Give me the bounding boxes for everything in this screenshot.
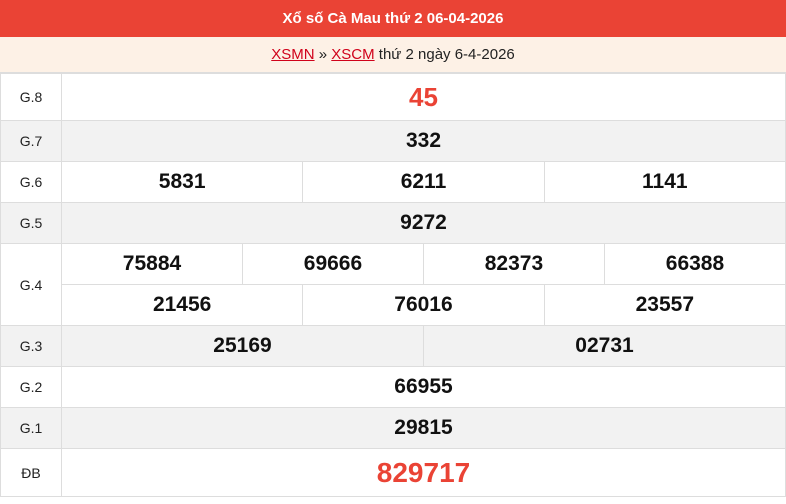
prize-value: 5831 (60, 161, 304, 203)
prize-value: 66955 (61, 366, 786, 408)
prize-value: 69666 (241, 243, 424, 285)
prize-value: 66388 (603, 243, 786, 285)
results-table: G.8 45 G.7 332 G.6 5831 6211 1141 G.5 9272 G.4… (0, 73, 786, 497)
breadcrumb-sep: » (318, 46, 328, 63)
prize-label: G.1 (0, 407, 62, 449)
prize-value: 29815 (61, 407, 786, 449)
row-g4b: 21456 76016 23557 (1, 284, 786, 326)
prize-label: G.6 (0, 161, 62, 203)
jackpot-value: 829717 (61, 448, 786, 497)
page-title: Xổ số Cà Mau thứ 2 06-04-2026 (0, 0, 786, 37)
row-g2: G.2 66955 (0, 366, 786, 408)
prize-value: 9272 (61, 202, 786, 244)
prize-label: G.8 (0, 73, 62, 121)
prize-label: G.5 (0, 202, 62, 244)
prize-value: 02731 (422, 325, 786, 367)
prize-value: 45 (61, 73, 786, 121)
prize-value: 25169 (61, 325, 424, 367)
row-g1: G.1 29815 (0, 407, 786, 449)
prize-value: 332 (61, 120, 786, 162)
breadcrumb-text: thứ 2 ngày 6-4-2026 (378, 46, 515, 63)
row-g3: G.3 25169 02731 (0, 325, 786, 367)
row-db: ĐB 829717 (0, 448, 786, 497)
prize-value: 76016 (302, 284, 545, 326)
prize-label: G.7 (0, 120, 62, 162)
prize-value: 1141 (543, 161, 786, 203)
prize-label: G.2 (0, 366, 62, 408)
xscm-link[interactable]: XSCM (331, 46, 375, 63)
prize-value: 21456 (60, 284, 304, 326)
prize-label: G.3 (0, 325, 62, 367)
prize-value: 75884 (61, 243, 243, 285)
row-g4: G.4 75884 69666 82373 66388 (0, 243, 786, 326)
row-g6: G.6 5831 6211 1141 (0, 161, 786, 203)
row-g7: G.7 332 (0, 120, 786, 162)
breadcrumb: XSMN » XSCM thứ 2 ngày 6-4-2026 (0, 37, 786, 73)
prize-value: 6211 (302, 161, 545, 203)
prize-label: ĐB (0, 448, 62, 497)
prize-value: 23557 (543, 284, 786, 326)
prize-value: 82373 (422, 243, 605, 285)
row-g5: G.5 9272 (0, 202, 786, 244)
row-g8: G.8 45 (0, 73, 786, 121)
xsmn-link[interactable]: XSMN (271, 46, 315, 63)
prize-label: G.4 (0, 243, 62, 326)
